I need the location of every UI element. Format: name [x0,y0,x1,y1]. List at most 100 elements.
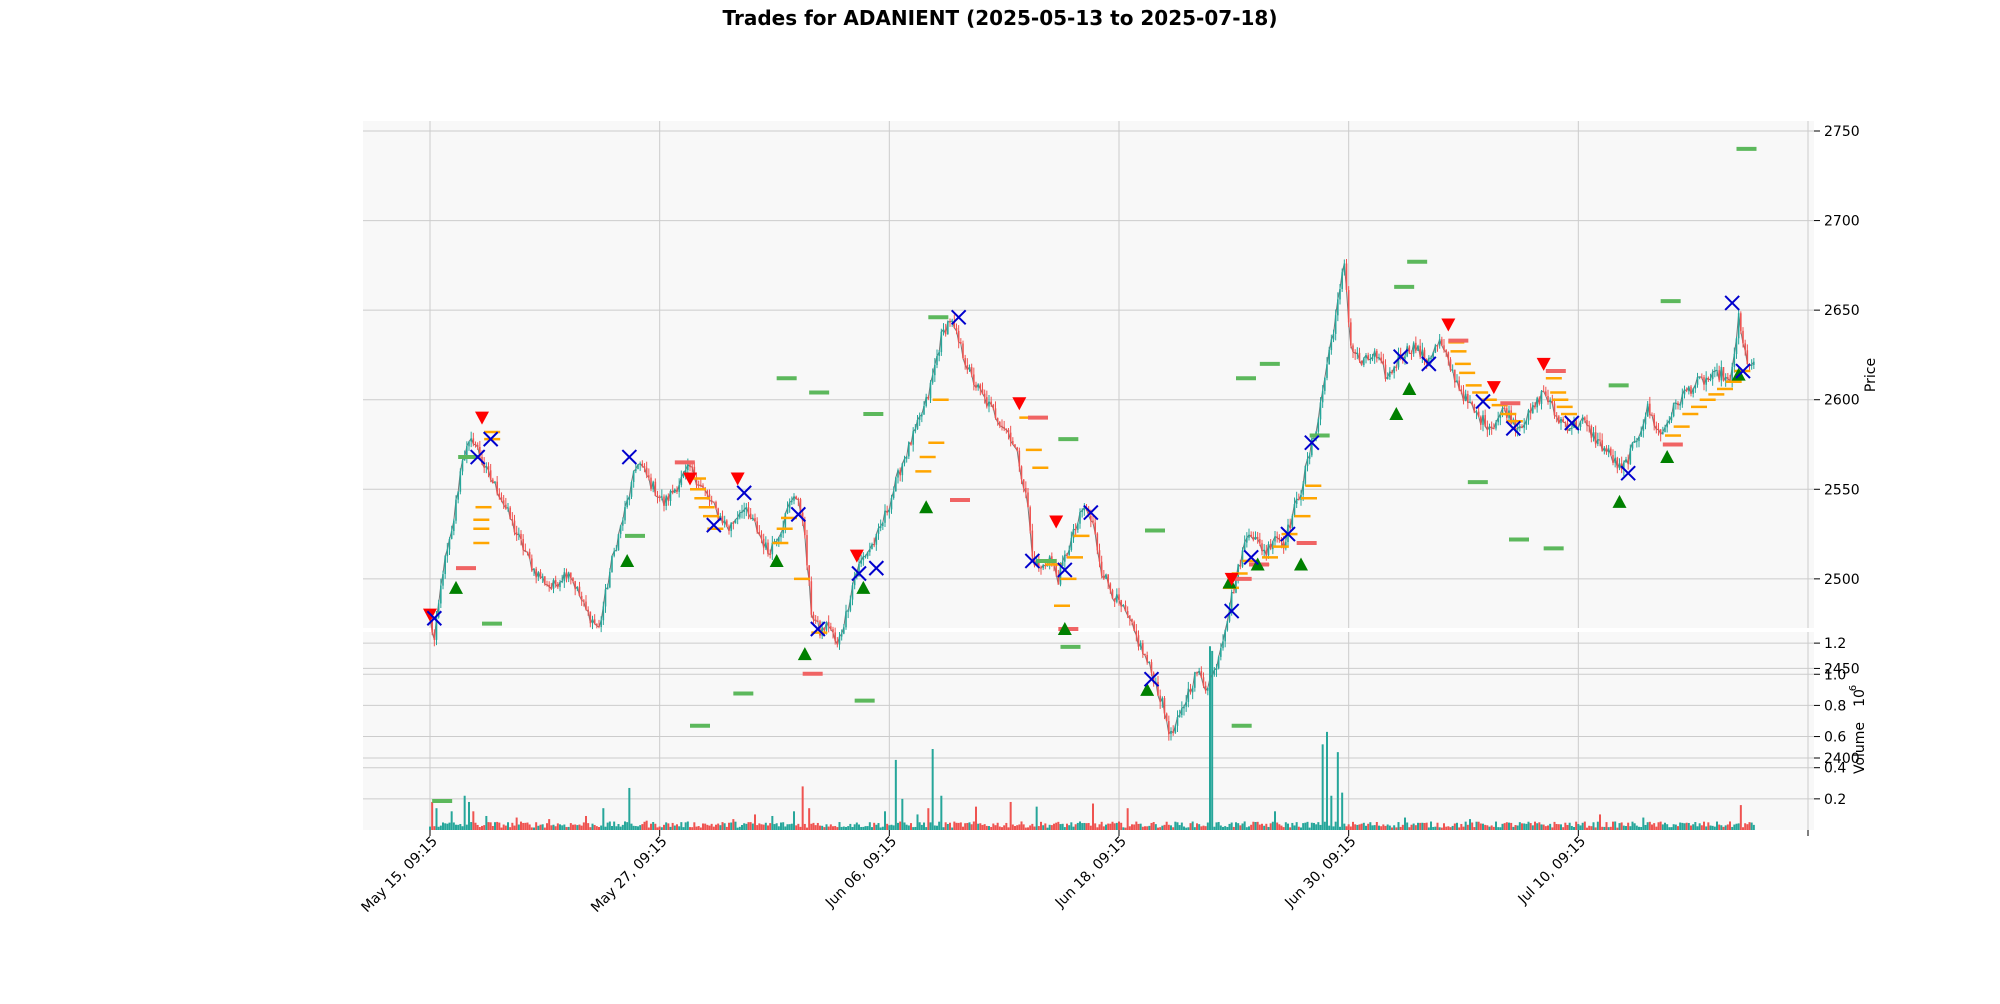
volume-bar [775,823,778,830]
candle-body [524,549,527,552]
volume-bar [1523,823,1526,830]
volume-bar [667,823,670,830]
volume-bar [1176,822,1179,830]
volume-bar [1577,824,1580,830]
volume-bar [1063,827,1066,830]
volume-bar [1742,827,1744,830]
candle-body [1040,567,1042,569]
volume-bar [1022,824,1025,830]
candle-body [1432,352,1434,359]
volume-bar [442,822,444,830]
volume-bar [511,822,514,830]
candle-body [1107,574,1109,584]
volume-bar [903,822,906,830]
candle-body [849,599,852,611]
candle-body [650,477,652,490]
volume-bar [556,823,559,830]
volume-bar [1135,821,1138,830]
volume-bar [1672,824,1675,830]
candle-body [617,534,620,551]
candle-body [1215,668,1218,670]
volume-bar [723,823,726,830]
candle-body [1672,403,1675,417]
exit-marker [1243,549,1259,566]
volume-bar [1280,825,1283,830]
volume-bar [535,822,538,830]
volume-bar [1482,823,1484,830]
volume-bar [1198,824,1201,830]
candle-body [1090,515,1092,521]
candle-body [1568,428,1571,432]
volume-bar [1354,824,1357,830]
candle-body [853,575,856,586]
volume-bar [602,808,605,830]
exit-marker-stroke [810,621,826,637]
candle-body [1519,426,1521,429]
candle-body [435,617,438,640]
volume-bar [650,823,652,830]
volume-bar [593,824,596,830]
candle-body [1207,687,1209,691]
volume-bar [1083,822,1086,830]
candle-body [1272,541,1274,550]
candle-body [996,418,999,422]
volume-bar [788,824,791,830]
volume-bar [1462,826,1465,830]
volume-bar [1193,827,1196,830]
exit-marker-stroke [1392,349,1409,365]
candle-body [739,512,741,518]
volume-bar [1739,805,1742,830]
volume-bar [1536,823,1539,830]
candle-body [895,477,897,492]
volume-bar [938,821,941,830]
volume-bar [567,826,570,830]
volume-bar [790,823,793,830]
candle-body [1586,420,1588,426]
candle-body [1263,549,1265,552]
candle-body [1657,429,1660,431]
volume-bar [1055,822,1058,830]
volume-bar [554,826,557,830]
volume-bar [738,826,741,830]
candle-body [544,576,546,585]
candle-body [600,620,602,627]
candle-body [1666,423,1668,428]
volume-bar [1471,822,1474,830]
candle-body [1467,393,1469,403]
candle-body [505,504,507,509]
trade-levels [432,146,1757,803]
volume-bar [1458,827,1461,830]
candle-body [851,585,854,600]
candle-body [1640,430,1642,437]
candle-body [1718,370,1720,381]
volume-bar [1629,826,1632,830]
volume-bar [1449,827,1452,830]
candle-body [884,510,886,523]
volume-bar [1159,827,1162,830]
volume-bar [994,825,997,830]
candle-body [632,471,635,483]
price-tick-label: 2650 [1824,303,1860,319]
volume-bar [647,827,650,830]
volume-bar [706,824,709,830]
candle-body [1428,358,1430,364]
volume-bar [450,811,453,830]
volume-bar [881,826,884,830]
volume-bar [1226,826,1229,830]
candle-body [784,513,787,528]
volume-bar [797,823,800,830]
candle-body [637,464,639,470]
volume-bar [1622,825,1625,830]
candle-body [1131,618,1133,622]
exit-marker-stroke [1223,603,1240,619]
volume-bar [855,822,858,830]
candle-body [908,442,910,457]
candle-body [1350,322,1352,346]
candle-body [1124,605,1127,612]
volume-bar [910,823,912,830]
candle-body [1529,410,1532,413]
candle-body [951,320,953,322]
candle-body [1282,541,1285,549]
volume-bar [1568,822,1571,830]
candle-body [706,490,709,495]
